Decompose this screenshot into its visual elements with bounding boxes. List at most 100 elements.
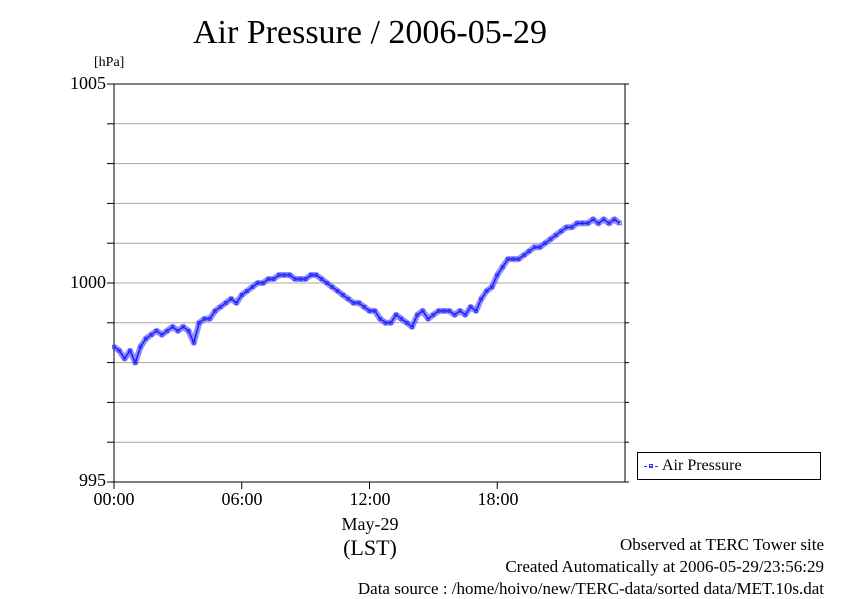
series-point-0-92 bbox=[601, 217, 606, 222]
series-point-0-75 bbox=[511, 257, 516, 262]
series-point-0-10 bbox=[165, 328, 170, 333]
series-point-0-6 bbox=[143, 336, 148, 341]
series-point-0-59 bbox=[426, 316, 431, 321]
x-tick-label-0: 00:00 bbox=[93, 489, 135, 509]
series-point-0-69 bbox=[479, 296, 484, 301]
series-point-0-25 bbox=[245, 289, 250, 293]
x-tick-label-3: 18:00 bbox=[477, 489, 519, 509]
series-point-0-12 bbox=[175, 328, 180, 333]
series-point-0-42 bbox=[335, 289, 340, 293]
series-point-0-32 bbox=[282, 273, 287, 277]
y-tick-label-mid: 1000 bbox=[70, 272, 106, 292]
series-point-0-21 bbox=[223, 300, 228, 305]
series-point-0-80 bbox=[537, 245, 542, 250]
series-group bbox=[112, 216, 622, 366]
series-point-0-81 bbox=[543, 241, 548, 246]
x-axis-date-label: May-29 bbox=[341, 514, 399, 534]
series-point-0-47 bbox=[362, 304, 367, 309]
series-point-0-61 bbox=[436, 308, 441, 313]
footer-created: Created Automatically at 2006-05-29/23:5… bbox=[505, 557, 824, 576]
series-band-0 bbox=[112, 216, 622, 366]
series-point-0-95 bbox=[617, 221, 622, 226]
series-point-0-13 bbox=[181, 324, 186, 329]
series-point-0-30 bbox=[271, 277, 276, 281]
series-point-0-29 bbox=[266, 277, 271, 281]
x-tick-label-2: 12:00 bbox=[349, 489, 391, 509]
series-point-0-0 bbox=[112, 344, 116, 349]
series-point-0-3 bbox=[128, 348, 132, 353]
series-point-0-77 bbox=[522, 253, 526, 258]
series-point-0-88 bbox=[580, 221, 585, 226]
series-line-0 bbox=[113, 218, 621, 364]
series-point-0-49 bbox=[372, 308, 377, 313]
series-point-0-58 bbox=[420, 308, 425, 313]
series-point-0-40 bbox=[324, 281, 329, 285]
series-point-0-65 bbox=[458, 308, 462, 313]
series-point-0-82 bbox=[548, 237, 553, 242]
series-point-0-14 bbox=[186, 328, 191, 333]
series-point-0-79 bbox=[532, 245, 537, 250]
series-point-0-28 bbox=[261, 281, 265, 285]
axis-ticks bbox=[107, 83, 629, 489]
y-tick-label-top: 1005 bbox=[70, 73, 106, 93]
footer-site: Observed at TERC Tower site bbox=[619, 535, 824, 554]
series-point-0-4 bbox=[133, 360, 138, 365]
series-point-0-94 bbox=[612, 217, 617, 222]
series-point-0-20 bbox=[218, 304, 223, 309]
series-point-0-18 bbox=[207, 316, 212, 321]
series-point-0-76 bbox=[516, 257, 521, 262]
series-point-0-56 bbox=[410, 324, 415, 329]
series-point-0-78 bbox=[527, 249, 532, 254]
series-point-0-26 bbox=[250, 285, 255, 289]
plot-frame bbox=[113, 83, 626, 483]
series-point-0-34 bbox=[293, 277, 297, 281]
x-axis-zone-label: (LST) bbox=[343, 535, 397, 560]
legend-swatch-icon bbox=[644, 464, 658, 468]
series-point-0-5 bbox=[138, 344, 143, 349]
series-point-0-27 bbox=[255, 281, 260, 285]
series-point-0-15 bbox=[191, 340, 196, 345]
series-point-0-46 bbox=[356, 300, 361, 305]
legend-label: Air Pressure bbox=[662, 457, 742, 474]
x-tick-label-1: 06:00 bbox=[221, 489, 263, 509]
series-point-0-86 bbox=[569, 225, 574, 230]
series-point-0-39 bbox=[319, 277, 324, 281]
series-point-0-60 bbox=[431, 312, 436, 317]
series-point-0-73 bbox=[500, 265, 505, 270]
series-point-0-2 bbox=[122, 356, 127, 361]
series-point-0-84 bbox=[559, 229, 563, 234]
y-axis-unit: [hPa] bbox=[94, 55, 125, 70]
series-point-0-89 bbox=[585, 221, 590, 226]
series-point-0-74 bbox=[505, 257, 510, 262]
series-point-0-57 bbox=[415, 312, 420, 317]
series-point-0-22 bbox=[229, 296, 234, 301]
series-point-0-33 bbox=[287, 273, 292, 277]
series-point-0-36 bbox=[303, 277, 308, 281]
series-point-0-93 bbox=[607, 221, 611, 226]
series-point-0-53 bbox=[394, 312, 399, 317]
series-point-0-54 bbox=[399, 316, 404, 321]
series-point-0-35 bbox=[298, 277, 303, 281]
series-point-0-24 bbox=[239, 292, 244, 297]
legend: Air Pressure bbox=[637, 452, 821, 480]
series-point-0-7 bbox=[149, 332, 154, 337]
grid-lines bbox=[114, 83, 625, 483]
series-point-0-90 bbox=[591, 217, 595, 222]
series-point-0-23 bbox=[234, 300, 239, 305]
series-point-0-64 bbox=[452, 312, 457, 317]
series-point-0-66 bbox=[463, 312, 468, 317]
series-point-0-55 bbox=[404, 320, 409, 325]
series-point-0-63 bbox=[447, 308, 452, 313]
series-point-0-67 bbox=[468, 304, 473, 309]
series-point-0-19 bbox=[213, 308, 218, 313]
series-point-0-11 bbox=[170, 324, 175, 329]
series-point-0-1 bbox=[117, 348, 122, 353]
series-point-0-31 bbox=[277, 273, 281, 277]
series-point-0-72 bbox=[495, 273, 500, 277]
series-point-0-44 bbox=[346, 296, 351, 301]
series-point-0-48 bbox=[367, 308, 372, 313]
series-point-0-68 bbox=[474, 308, 478, 313]
series-point-0-17 bbox=[202, 316, 207, 321]
series-point-0-71 bbox=[489, 285, 494, 289]
